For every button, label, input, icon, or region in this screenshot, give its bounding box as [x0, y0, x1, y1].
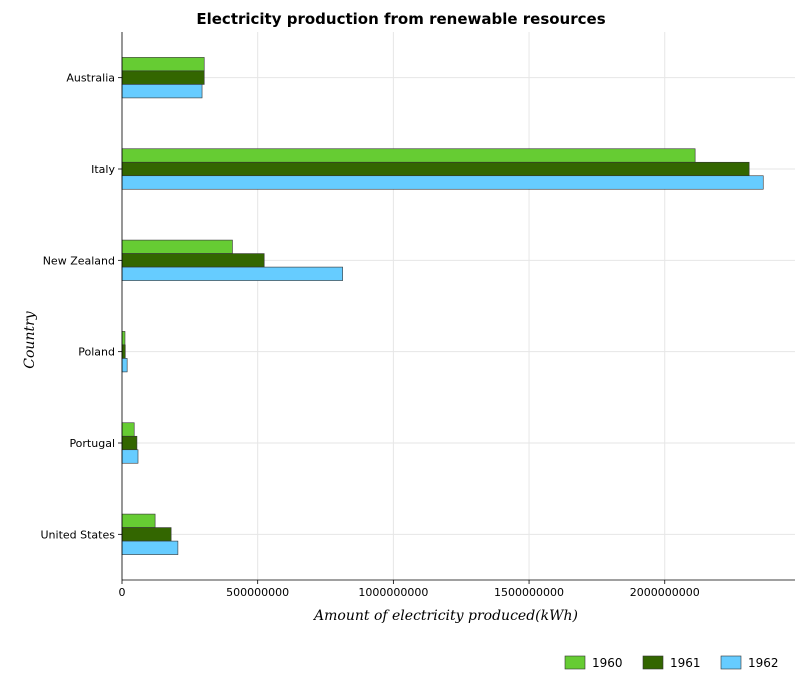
bar-1960-poland: [121, 331, 126, 346]
bar-1962-italy: [121, 175, 764, 190]
y-tick-label: Australia: [66, 72, 115, 85]
y-tick-label: New Zealand: [43, 254, 115, 267]
x-tick-label: 500000000: [226, 586, 289, 599]
bar-1960-italy: [121, 148, 696, 163]
axes: 0 500000000 1000000000 1500000000 2000000000…: [41, 32, 795, 599]
bar-1961-poland: [121, 344, 126, 359]
legend-swatch: [564, 655, 586, 670]
bar-1960-australia: [121, 57, 205, 72]
bar-1962-portugal: [121, 449, 139, 464]
bar-1961-new-zealand: [121, 253, 265, 268]
bar-1961-italy: [121, 161, 750, 177]
legend: 1960 1961 1962: [564, 655, 779, 670]
x-axis-title: Amount of electricity produced(kWh): [312, 608, 578, 624]
y-tick-label: Italy: [91, 163, 115, 176]
bar-1962-australia: [121, 84, 203, 99]
y-axis-title: Country: [22, 310, 38, 368]
y-tick-label: Poland: [78, 346, 115, 359]
bars: [121, 57, 764, 555]
bar-1962-new-zealand: [121, 266, 343, 281]
bar-1961-australia: [121, 70, 205, 85]
grid-lines: [121, 32, 795, 580]
bar-1962-poland: [121, 358, 128, 373]
x-tick-label: 1000000000: [358, 586, 428, 599]
y-tick-label: United States: [41, 528, 116, 541]
x-tick-label: 2000000000: [630, 586, 700, 599]
legend-swatch: [642, 655, 664, 670]
bar-1961-united-states: [121, 527, 172, 542]
bar-1962-united-states: [121, 540, 179, 555]
bar-1960-united-states: [121, 513, 156, 528]
bar-1960-new-zealand: [121, 239, 233, 254]
bar-1960-portugal: [121, 422, 135, 437]
x-tick-label: 0: [119, 586, 126, 599]
legend-label: 1960: [592, 656, 623, 670]
legend-label: 1962: [748, 656, 779, 670]
legend-label: 1961: [670, 656, 701, 670]
x-tick-label: 1500000000: [494, 586, 564, 599]
legend-swatch: [720, 655, 742, 670]
bar-1961-portugal: [121, 435, 138, 451]
y-tick-label: Portugal: [69, 437, 115, 450]
chart-title: Electricity production from renewable re…: [196, 10, 605, 28]
